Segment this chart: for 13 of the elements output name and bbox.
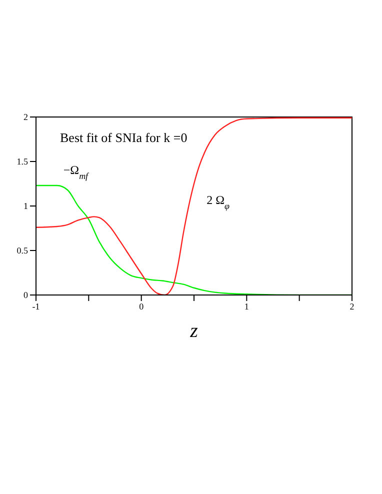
y-tick-label: 0 [24,290,28,300]
x-tick-label: 2 [350,301,354,312]
x-tick-label: 1 [244,301,249,312]
x-tick-label: -1 [32,301,40,312]
series-label: 2 Ω$_{φ}$ [206,193,230,212]
y-tick-label: 1 [24,201,28,212]
x-tick-label: 0 [139,301,144,312]
x-axis-title: z [189,320,198,342]
y-tick-label: 1.5 [16,156,28,167]
y-tick-label: 0.5 [16,246,28,256]
annotation: Best fit of SNIa for k =0 [60,130,188,145]
y-tick-label: 2 [24,112,28,122]
series-label: −Ω$_{mf}$ [63,162,90,181]
